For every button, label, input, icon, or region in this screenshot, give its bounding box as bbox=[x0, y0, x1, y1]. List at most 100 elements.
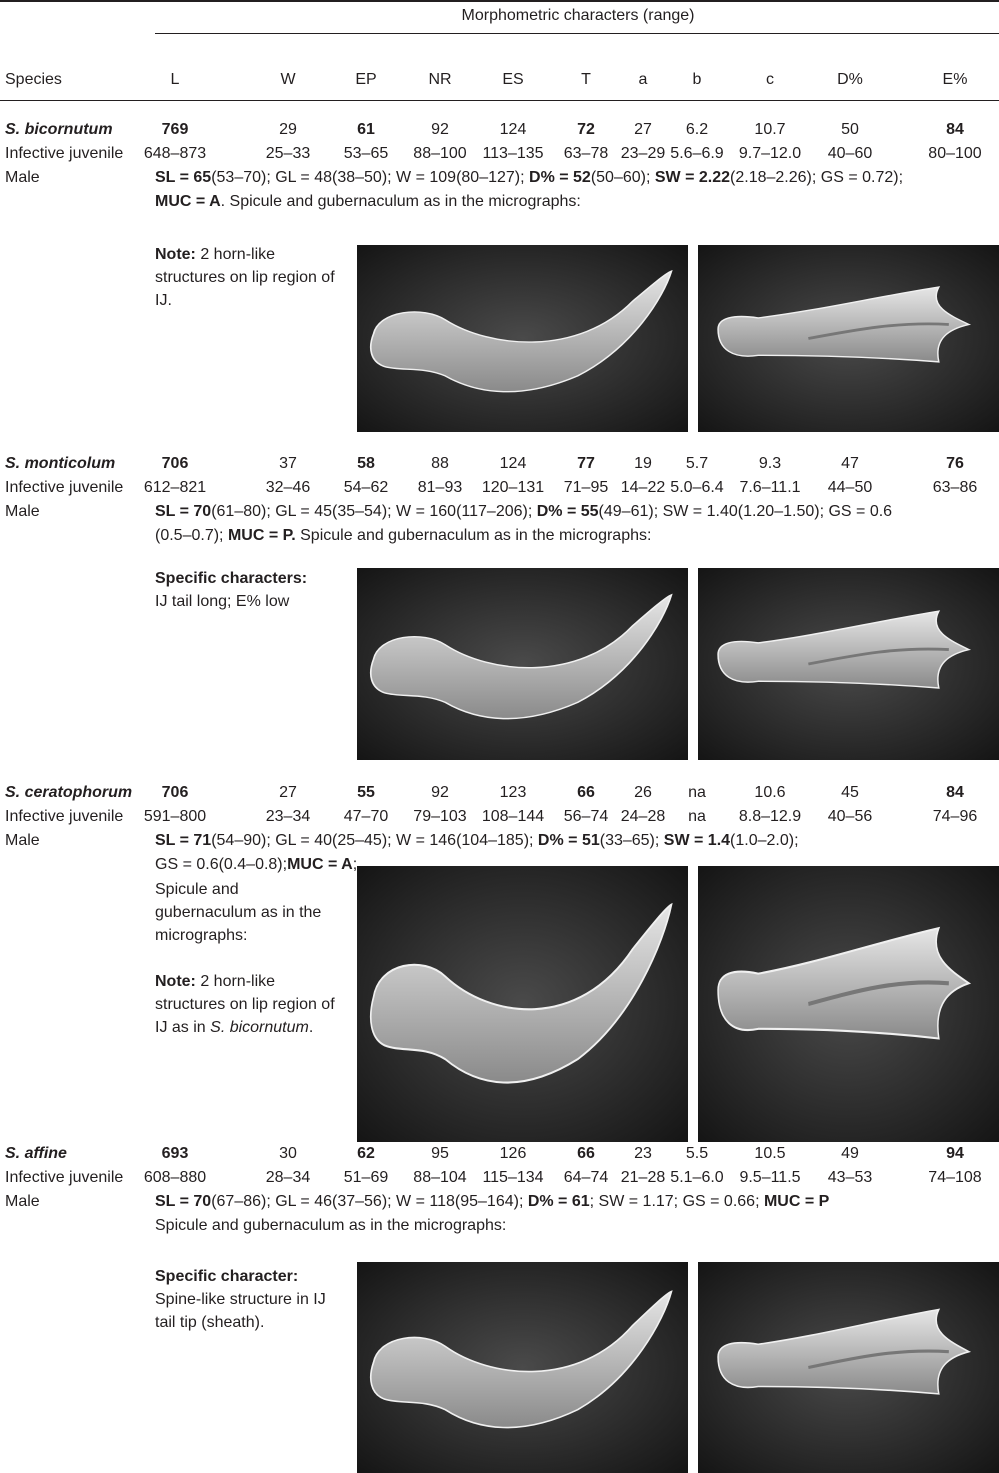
mean-value: 37 bbox=[279, 454, 297, 474]
column-header: W bbox=[280, 70, 295, 90]
note-paragraph: Specific characters: bbox=[155, 567, 343, 590]
text-segment: Specific characters: bbox=[155, 570, 307, 587]
range-value: 648–873 bbox=[144, 144, 206, 164]
column-header: Species bbox=[5, 70, 62, 90]
text-segment: MUC = A bbox=[287, 856, 353, 873]
range-value: 80–100 bbox=[928, 144, 981, 164]
text-segment: (67–86); GL = 46(37–56); W = 118(95–164)… bbox=[211, 1193, 528, 1210]
text-segment: D% = 61 bbox=[528, 1193, 590, 1210]
mean-value: 84 bbox=[946, 783, 964, 803]
male-description: MUC = A. Spicule and gubernaculum as in … bbox=[155, 192, 581, 212]
text-segment: Note: bbox=[155, 246, 196, 263]
text-segment: Spine-like structure in IJ tail tip (she… bbox=[155, 1291, 326, 1331]
column-header: T bbox=[581, 70, 591, 90]
text-segment: GS = 0.6(0.4–0.8); bbox=[155, 856, 287, 873]
mean-value: 66 bbox=[577, 1144, 595, 1164]
range-value: 71–95 bbox=[564, 478, 609, 498]
range-value: 56–74 bbox=[564, 807, 609, 827]
text-segment: (61–80); GL = 45(35–54); W = 160(117–206… bbox=[211, 503, 537, 520]
range-value: 612–821 bbox=[144, 478, 206, 498]
mean-value: 66 bbox=[577, 783, 595, 803]
text-segment: Note: bbox=[155, 973, 196, 990]
mean-value: 124 bbox=[500, 454, 527, 474]
column-header: ES bbox=[502, 70, 523, 90]
mean-value: 19 bbox=[634, 454, 652, 474]
range-value: 88–100 bbox=[413, 144, 466, 164]
text-segment: (0.5–0.7); bbox=[155, 527, 228, 544]
range-value: 43–53 bbox=[828, 1168, 873, 1188]
species-name: S. ceratophorum bbox=[5, 783, 132, 803]
mean-value: 72 bbox=[577, 120, 595, 140]
mean-value: 84 bbox=[946, 120, 964, 140]
note-paragraph: IJ tail long; E% low bbox=[155, 590, 343, 613]
text-segment: SL = 70 bbox=[155, 1193, 211, 1210]
mean-value: 126 bbox=[500, 1144, 527, 1164]
text-segment: (53–70); GL = 48(38–50); W = 109(80–127)… bbox=[211, 169, 529, 186]
text-segment: S. bicornutum bbox=[210, 1019, 309, 1036]
range-value: 54–62 bbox=[344, 478, 389, 498]
range-value: 25–33 bbox=[266, 144, 311, 164]
male-description: SL = 70(61–80); GL = 45(35–54); W = 160(… bbox=[155, 502, 892, 522]
range-value: 74–96 bbox=[933, 807, 978, 827]
mean-value: 47 bbox=[841, 454, 859, 474]
row-label: Male bbox=[5, 1192, 40, 1212]
text-segment: D% = 55 bbox=[537, 503, 599, 520]
mean-value: 55 bbox=[357, 783, 375, 803]
mean-value: 769 bbox=[162, 120, 189, 140]
column-header: L bbox=[171, 70, 180, 90]
text-segment: MUC = A bbox=[155, 193, 221, 210]
text-segment: SW = 1.4 bbox=[664, 832, 730, 849]
mean-value: 49 bbox=[841, 1144, 859, 1164]
column-header: NR bbox=[428, 70, 451, 90]
text-segment: IJ tail long; E% low bbox=[155, 593, 289, 610]
mean-value: 5.7 bbox=[686, 454, 708, 474]
range-value: 53–65 bbox=[344, 144, 389, 164]
range-value: 32–46 bbox=[266, 478, 311, 498]
micrograph bbox=[357, 866, 688, 1142]
mean-value: 9.3 bbox=[759, 454, 781, 474]
range-value: 108–144 bbox=[482, 807, 544, 827]
mean-value: 77 bbox=[577, 454, 595, 474]
text-segment: MUC = P bbox=[764, 1193, 829, 1210]
micrograph bbox=[357, 245, 688, 432]
range-value: 23–34 bbox=[266, 807, 311, 827]
range-value: 47–70 bbox=[344, 807, 389, 827]
mean-value: 62 bbox=[357, 1144, 375, 1164]
mean-value: 693 bbox=[162, 1144, 189, 1164]
note: Note: 2 horn-like structures on lip regi… bbox=[155, 243, 343, 312]
range-value: 63–78 bbox=[564, 144, 609, 164]
range-value: 5.1–6.0 bbox=[670, 1168, 723, 1188]
text-segment: Spicule and gubernaculum as in the micro… bbox=[296, 527, 652, 544]
range-value: 14–22 bbox=[621, 478, 666, 498]
column-header: E% bbox=[943, 70, 968, 90]
range-value: 64–74 bbox=[564, 1168, 609, 1188]
range-value: 40–60 bbox=[828, 144, 873, 164]
column-header: b bbox=[693, 70, 702, 90]
note-paragraph: Note: 2 horn-like structures on lip regi… bbox=[155, 243, 343, 312]
text-segment: MUC = P. bbox=[228, 527, 296, 544]
mean-value: 76 bbox=[946, 454, 964, 474]
range-value: 81–93 bbox=[418, 478, 463, 498]
text-segment: (50–60); bbox=[591, 169, 655, 186]
range-value: 28–34 bbox=[266, 1168, 311, 1188]
range-value: 7.6–11.1 bbox=[739, 478, 800, 498]
range-value: 79–103 bbox=[413, 807, 466, 827]
text-segment: SL = 71 bbox=[155, 832, 211, 849]
mean-value: 50 bbox=[841, 120, 859, 140]
range-value: 608–880 bbox=[144, 1168, 206, 1188]
note-paragraph: Specific character: bbox=[155, 1265, 343, 1288]
group-label: Morphometric characters (range) bbox=[462, 6, 695, 26]
note: Specific characters: IJ tail long; E% low bbox=[155, 567, 343, 613]
text-segment: Specific character: bbox=[155, 1268, 298, 1285]
mean-value: 95 bbox=[431, 1144, 449, 1164]
text-segment: (33–65); bbox=[600, 832, 664, 849]
micrograph bbox=[357, 1262, 688, 1473]
row-label: Infective juvenile bbox=[5, 478, 123, 498]
range-value: 9.5–11.5 bbox=[739, 1168, 800, 1188]
column-header: D% bbox=[837, 70, 863, 90]
row-label: Infective juvenile bbox=[5, 144, 123, 164]
mean-value: 45 bbox=[841, 783, 859, 803]
range-value: 8.8–12.9 bbox=[739, 807, 801, 827]
text-segment: . Spicule and gubernaculum as in the mic… bbox=[221, 193, 581, 210]
text-segment: Spicule and gubernaculum as in the micro… bbox=[155, 1217, 506, 1234]
